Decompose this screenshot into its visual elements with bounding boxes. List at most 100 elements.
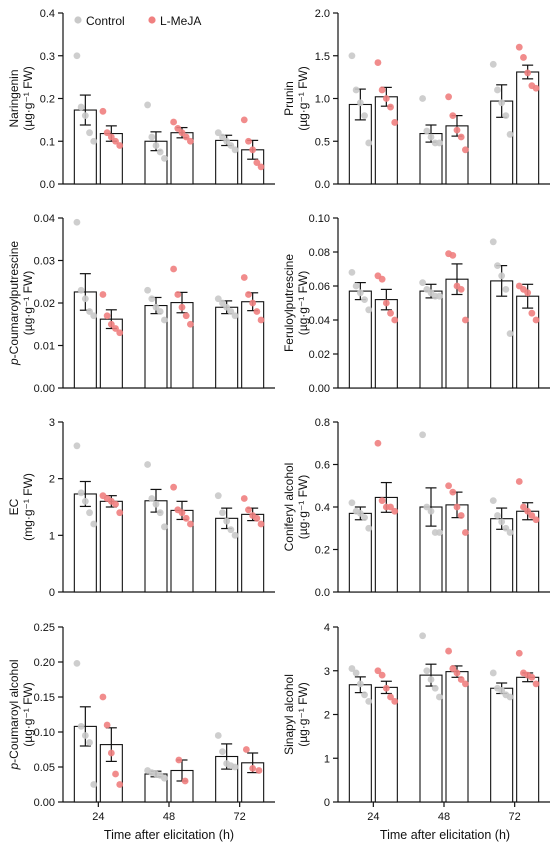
legend-label-control: Control [86,14,125,28]
data-point-lmeja [245,506,252,514]
data-point-control [431,684,439,692]
data-point-lmeja [462,316,469,324]
y-axis-title-line: (µg·g⁻¹ FW) [296,271,310,336]
data-point-lmeja [532,316,540,324]
y-axis-title: EC(mg·g⁻¹ FW) [7,473,35,541]
y-tick-label: 0.4 [315,502,330,514]
bar [374,299,398,389]
data-point-control [156,308,164,315]
y-tick-label: 0.05 [34,762,55,774]
x-axis-title-group: Time after elicitation (h) Time after el… [104,828,510,842]
y-tick-label: 0.0 [40,179,55,191]
y-axis-title-line: Sinapyl alcohol [282,674,296,755]
data-point-lmeja [382,95,390,102]
data-point-lmeja [515,478,523,485]
data-point-control [81,295,89,303]
data-point-lmeja [99,693,107,701]
legend-label-lmeja: L-MeJA [160,14,201,28]
data-point-lmeja [532,84,540,92]
x-axis-title-left: Time after elicitation (h) [104,828,234,842]
y-tick-label: 0.03 [34,256,55,268]
y-axis-title-line: EC [7,498,21,515]
y-tick-label: 0.0 [315,587,330,599]
bar [419,290,443,389]
data-point-control [419,95,426,102]
data-point-lmeja [112,500,119,508]
y-tick-label: 0.04 [309,315,330,327]
y-tick-label: 3 [49,417,55,429]
data-point-control [506,330,514,337]
data-point-control [144,101,152,109]
y-tick-label: 1.0 [315,94,330,106]
bar [170,302,194,389]
data-point-control [427,507,435,515]
data-point-lmeja [524,507,532,515]
y-axis-title: Prunin(µg·g⁻¹ FW) [282,66,310,131]
data-point-control [86,129,93,137]
y-tick-label: 0.06 [309,281,330,293]
y-axis-title-line: Prunin [282,81,296,116]
data-point-lmeja [245,291,252,298]
data-point-control [427,676,435,683]
data-point-control [214,492,222,500]
data-point-control [436,529,443,536]
data-point-control [506,131,514,138]
data-point-control [219,748,226,755]
data-point-control [161,154,168,162]
data-point-lmeja [107,749,115,757]
data-point-control [161,774,168,782]
data-point-control [73,218,81,226]
data-point-lmeja [445,93,452,101]
data-point-control [502,524,510,532]
data-point-lmeja [99,291,107,298]
data-point-lmeja [515,649,523,657]
bar [490,687,514,803]
data-point-lmeja [449,252,457,259]
data-point-lmeja [449,112,457,119]
data-point-control [227,308,235,315]
data-point-control [423,127,431,135]
data-point-lmeja [378,671,386,679]
data-point-control [489,238,497,246]
data-point-control [90,781,98,788]
data-point-control [81,497,89,505]
data-point-control [352,86,360,94]
y-tick-label: 3 [324,666,330,678]
y-tick-label: 0.01 [34,341,55,353]
data-point-lmeja [445,647,452,655]
data-point-control [219,509,226,517]
data-point-control [152,303,160,311]
data-point-lmeja [103,312,111,320]
data-point-control [427,133,435,141]
data-point-control [423,667,431,675]
data-point-lmeja [520,503,527,511]
data-point-lmeja [187,520,194,528]
data-point-lmeja [182,514,190,522]
data-point-lmeja [174,291,182,298]
data-point-lmeja [257,163,265,171]
y-tick-label: 0.08 [309,247,330,259]
bar [241,301,265,389]
x-tick-label: 24 [367,811,379,823]
data-point-control [161,523,168,531]
data-point-control [227,142,235,149]
data-point-control [223,137,231,145]
data-point-lmeja [515,43,523,51]
data-point-lmeja [181,777,189,785]
data-point-lmeja [107,133,115,141]
data-point-control [144,461,152,468]
y-axis-title-italic-prefix: p [7,763,21,771]
data-point-control [77,489,85,497]
y-axis-title-line: Feruloylputrescine [282,254,296,352]
data-point-lmeja [391,507,399,515]
y-tick-label: 0.6 [315,460,330,472]
data-point-control [356,509,364,517]
legend-marker-lmeja [148,16,156,24]
y-tick-label: 0.15 [34,692,55,704]
bar [215,517,239,593]
chart-panel-2: 0.0 0.5 1.0 1.5 2.0 Prunin(µg·g⁻¹ FW) [282,8,550,191]
data-point-control [356,99,364,107]
y-axis-title-line: (µg·g⁻¹ FW) [296,475,310,540]
y-axis-title-line: p-Coumaroyl alcohol [7,659,21,770]
data-point-control [214,129,222,137]
